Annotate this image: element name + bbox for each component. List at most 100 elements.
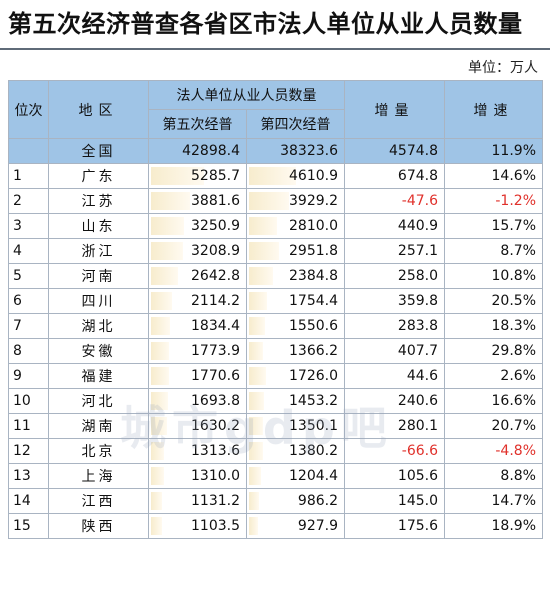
row-fifth: 1103.5 xyxy=(148,513,247,539)
row-increase: 258.0 xyxy=(344,263,445,289)
cell-value: 2114.2 xyxy=(191,293,240,309)
row-rank: 4 xyxy=(8,238,49,264)
cell-value: 1310.0 xyxy=(191,468,240,484)
cell-value: 1834.4 xyxy=(191,318,240,334)
row-increase: 407.7 xyxy=(344,338,445,364)
cell-value: 4610.9 xyxy=(289,168,338,184)
row-region: 四川 xyxy=(48,288,149,314)
cell-value: 1103.5 xyxy=(191,518,240,534)
table-row: 13 上海 1310.0 1204.4 105.6 8.8% xyxy=(8,463,543,489)
data-bar xyxy=(249,367,267,385)
cell-value: 1204.4 xyxy=(289,468,338,484)
cell-value: 1770.6 xyxy=(191,368,240,384)
header-rank: 位次 xyxy=(8,80,49,139)
row-region: 上海 xyxy=(48,463,149,489)
row-increase: -47.6 xyxy=(344,188,445,214)
row-fifth: 1313.6 xyxy=(148,438,247,464)
data-bar xyxy=(249,392,264,410)
data-bar xyxy=(249,317,265,335)
cell-value: 1380.2 xyxy=(289,443,338,459)
row-rank: 10 xyxy=(8,388,49,414)
row-fourth: 4610.9 xyxy=(246,163,345,189)
title-divider xyxy=(0,48,550,50)
table-row: 15 陕西 1103.5 927.9 175.6 18.9% xyxy=(8,513,543,539)
row-growth: 8.7% xyxy=(444,238,543,264)
data-bar xyxy=(249,167,296,185)
cell-value: 1630.2 xyxy=(191,418,240,434)
total-growth: 11.9% xyxy=(444,138,543,164)
header-region: 地区 xyxy=(48,80,149,139)
row-region: 浙江 xyxy=(48,238,149,264)
cell-value: 1131.2 xyxy=(191,493,240,509)
data-bar xyxy=(151,317,170,335)
row-growth: -4.8% xyxy=(444,438,543,464)
row-growth: 8.8% xyxy=(444,463,543,489)
data-bar xyxy=(151,342,169,360)
table-row: 5 河南 2642.8 2384.8 258.0 10.8% xyxy=(8,263,543,289)
data-bar xyxy=(151,492,163,510)
row-growth: 20.5% xyxy=(444,288,543,314)
row-growth: 29.8% xyxy=(444,338,543,364)
row-fourth: 986.2 xyxy=(246,488,345,514)
cell-value: 1366.2 xyxy=(289,343,338,359)
data-bar xyxy=(151,417,168,435)
row-increase: -66.6 xyxy=(344,438,445,464)
row-fourth: 2810.0 xyxy=(246,213,345,239)
data-bar xyxy=(249,467,262,485)
row-rank: 2 xyxy=(8,188,49,214)
table-row: 10 河北 1693.8 1453.2 240.6 16.6% xyxy=(8,388,543,414)
row-fifth: 1310.0 xyxy=(148,463,247,489)
table-row: 12 北京 1313.6 1380.2 -66.6 -4.8% xyxy=(8,438,543,464)
row-fourth: 1754.4 xyxy=(246,288,345,314)
header-fifth: 第五次经普 xyxy=(148,109,247,139)
table-row: 9 福建 1770.6 1726.0 44.6 2.6% xyxy=(8,363,543,389)
row-region: 广东 xyxy=(48,163,149,189)
row-rank: 5 xyxy=(8,263,49,289)
page-title: 第五次经济普查各省区市法人单位从业人员数量 xyxy=(8,10,523,38)
row-fourth: 1453.2 xyxy=(246,388,345,414)
row-fourth: 927.9 xyxy=(246,513,345,539)
row-rank: 7 xyxy=(8,313,49,339)
cell-value: 1754.4 xyxy=(289,293,338,309)
row-fifth: 1630.2 xyxy=(148,413,247,439)
header-fourth: 第四次经普 xyxy=(246,109,345,139)
row-increase: 674.8 xyxy=(344,163,445,189)
cell-value: 2642.8 xyxy=(191,268,240,284)
cell-value: 927.9 xyxy=(297,518,338,534)
data-bar xyxy=(151,392,169,410)
data-bar xyxy=(249,517,259,535)
table-row: 8 安徽 1773.9 1366.2 407.7 29.8% xyxy=(8,338,543,364)
row-increase: 44.6 xyxy=(344,363,445,389)
row-fourth: 1550.6 xyxy=(246,313,345,339)
data-bar xyxy=(249,267,274,285)
row-region: 北京 xyxy=(48,438,149,464)
row-fifth: 2642.8 xyxy=(148,263,247,289)
row-growth: 14.7% xyxy=(444,488,543,514)
row-fifth: 1770.6 xyxy=(148,363,247,389)
row-growth: 14.6% xyxy=(444,163,543,189)
row-increase: 240.6 xyxy=(344,388,445,414)
total-rank xyxy=(8,138,49,164)
data-bar xyxy=(151,267,178,285)
data-bar xyxy=(151,217,184,235)
row-rank: 11 xyxy=(8,413,49,439)
header-group: 法人单位从业人员数量 xyxy=(148,80,345,110)
row-region: 山东 xyxy=(48,213,149,239)
table-row: 2 江苏 3881.6 3929.2 -47.6 -1.2% xyxy=(8,188,543,214)
cell-value: 2384.8 xyxy=(289,268,338,284)
data-bar xyxy=(249,442,263,460)
total-increase: 4574.8 xyxy=(344,138,445,164)
row-growth: -1.2% xyxy=(444,188,543,214)
row-fifth: 5285.7 xyxy=(148,163,247,189)
data-bar xyxy=(151,242,184,260)
cell-value: 1693.8 xyxy=(191,393,240,409)
row-increase: 359.8 xyxy=(344,288,445,314)
header-growth: 增速 xyxy=(444,80,543,139)
cell-value: 1726.0 xyxy=(289,368,338,384)
data-bar xyxy=(151,192,191,210)
row-growth: 10.8% xyxy=(444,263,543,289)
data-bar xyxy=(249,217,278,235)
data-bar xyxy=(151,292,173,310)
data-bar xyxy=(249,192,289,210)
row-growth: 20.7% xyxy=(444,413,543,439)
